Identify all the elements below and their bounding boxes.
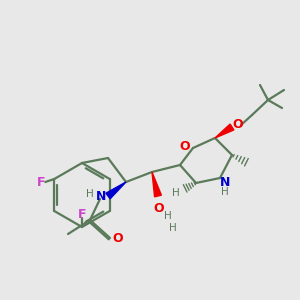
Polygon shape [152, 172, 161, 197]
Polygon shape [215, 124, 234, 138]
Text: O: O [233, 118, 243, 131]
Text: H: H [164, 211, 172, 221]
Text: F: F [78, 208, 86, 221]
Text: F: F [37, 176, 46, 190]
Text: H: H [86, 189, 94, 199]
Text: N: N [96, 190, 106, 203]
Text: N: N [220, 176, 230, 188]
Text: H: H [169, 223, 177, 233]
Text: O: O [113, 232, 123, 245]
Text: O: O [154, 202, 164, 214]
Text: O: O [180, 140, 190, 154]
Text: H: H [172, 188, 180, 198]
Text: H: H [221, 187, 229, 197]
Polygon shape [106, 182, 126, 199]
